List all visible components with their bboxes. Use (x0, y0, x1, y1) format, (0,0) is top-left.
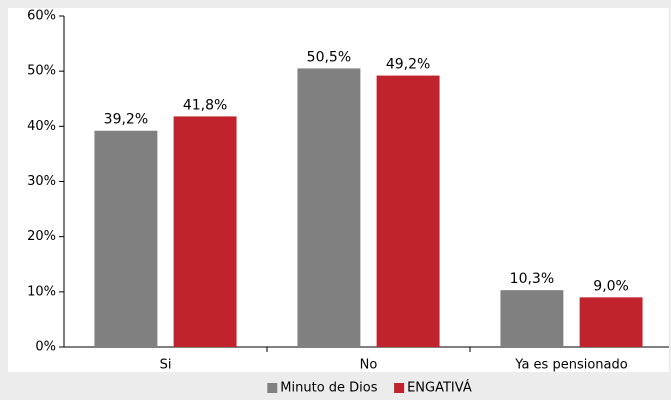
value-label: 39,2% (104, 112, 148, 128)
x-tick-label: No (360, 358, 378, 373)
y-tick-label: 20% (27, 229, 56, 244)
y-tick-label: 10% (27, 284, 56, 299)
bar (297, 68, 361, 348)
legend-label: ENGATIVÁ (407, 380, 472, 396)
value-label: 10,3% (510, 271, 554, 287)
bar (579, 297, 643, 347)
bar (500, 290, 564, 347)
y-tick-label: 50% (27, 64, 56, 79)
value-label: 9,0% (593, 278, 629, 294)
x-tick-label: Si (160, 358, 172, 373)
bar (173, 116, 237, 347)
legend-label: Minuto de Dios (280, 381, 377, 396)
y-tick-label: 40% (27, 119, 56, 134)
bar (94, 130, 158, 347)
y-tick-label: 60% (27, 9, 56, 24)
value-label: 50,5% (307, 49, 351, 65)
bar (376, 75, 440, 347)
value-label: 49,2% (386, 57, 430, 73)
legend-swatch (394, 383, 405, 393)
y-tick-label: 30% (27, 174, 56, 189)
x-tick-label: Ya es pensionado (514, 358, 627, 373)
legend-swatch (267, 383, 278, 393)
y-tick-label: 0% (35, 340, 56, 355)
value-label: 41,8% (183, 97, 227, 113)
